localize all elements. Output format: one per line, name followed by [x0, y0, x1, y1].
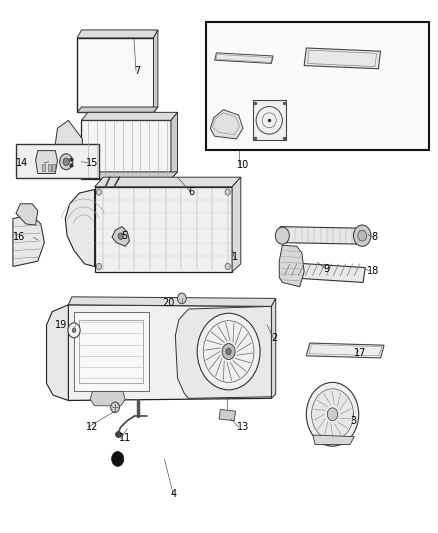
Circle shape — [96, 263, 102, 270]
Text: 13: 13 — [237, 422, 249, 432]
Polygon shape — [77, 30, 158, 38]
Polygon shape — [313, 435, 354, 445]
Circle shape — [111, 402, 120, 413]
Circle shape — [60, 154, 73, 169]
Text: 19: 19 — [55, 320, 67, 330]
Polygon shape — [153, 30, 158, 112]
Circle shape — [327, 408, 338, 421]
Circle shape — [222, 344, 235, 360]
Text: 20: 20 — [162, 297, 175, 308]
Text: 6: 6 — [188, 187, 194, 197]
Polygon shape — [112, 227, 130, 246]
Polygon shape — [16, 204, 38, 225]
Text: 17: 17 — [354, 348, 367, 358]
Polygon shape — [81, 172, 177, 179]
Polygon shape — [280, 227, 363, 244]
Circle shape — [276, 227, 289, 244]
Text: 3: 3 — [350, 416, 356, 426]
Polygon shape — [95, 187, 232, 272]
Circle shape — [96, 189, 102, 195]
Circle shape — [72, 328, 76, 333]
Polygon shape — [219, 409, 236, 421]
Text: 1: 1 — [232, 252, 238, 262]
Circle shape — [225, 263, 230, 270]
Polygon shape — [35, 151, 57, 173]
Polygon shape — [210, 110, 243, 139]
Polygon shape — [13, 214, 44, 266]
Polygon shape — [272, 298, 276, 398]
Text: 4: 4 — [171, 489, 177, 499]
Polygon shape — [280, 262, 365, 282]
Circle shape — [197, 313, 260, 390]
Polygon shape — [46, 305, 68, 400]
Circle shape — [112, 451, 124, 466]
Polygon shape — [215, 53, 273, 63]
Text: 5: 5 — [121, 231, 127, 241]
Polygon shape — [55, 120, 82, 171]
Bar — [16, 144, 99, 177]
Circle shape — [68, 323, 80, 338]
Bar — [206, 22, 428, 150]
Circle shape — [225, 189, 230, 195]
Polygon shape — [232, 177, 241, 272]
Circle shape — [353, 225, 371, 246]
Circle shape — [118, 233, 124, 239]
Polygon shape — [68, 305, 272, 400]
Bar — [48, 165, 51, 171]
Bar — [52, 165, 55, 171]
Polygon shape — [68, 297, 276, 306]
Circle shape — [358, 230, 367, 241]
Polygon shape — [279, 245, 304, 287]
Bar — [253, 100, 286, 140]
Text: 11: 11 — [119, 433, 131, 443]
Polygon shape — [65, 189, 95, 266]
Bar — [42, 165, 45, 171]
Circle shape — [226, 349, 231, 355]
Polygon shape — [171, 112, 177, 179]
Text: 10: 10 — [237, 160, 249, 171]
Polygon shape — [95, 177, 241, 187]
Text: 14: 14 — [16, 158, 28, 168]
Polygon shape — [90, 391, 125, 406]
Circle shape — [63, 158, 69, 165]
Polygon shape — [77, 107, 158, 112]
Polygon shape — [81, 120, 171, 179]
Text: 15: 15 — [86, 158, 98, 168]
Text: 8: 8 — [372, 232, 378, 243]
Circle shape — [177, 293, 186, 304]
Polygon shape — [306, 343, 384, 358]
Bar — [77, 38, 153, 112]
Polygon shape — [304, 48, 381, 69]
Text: 7: 7 — [134, 66, 140, 76]
Text: 12: 12 — [86, 422, 98, 432]
Text: 16: 16 — [13, 232, 25, 243]
Polygon shape — [175, 306, 272, 398]
Polygon shape — [74, 312, 149, 391]
Circle shape — [306, 382, 359, 446]
Text: 18: 18 — [367, 266, 380, 276]
Text: 2: 2 — [272, 333, 278, 343]
Circle shape — [311, 389, 353, 440]
Text: 9: 9 — [324, 264, 330, 274]
Polygon shape — [81, 112, 177, 120]
